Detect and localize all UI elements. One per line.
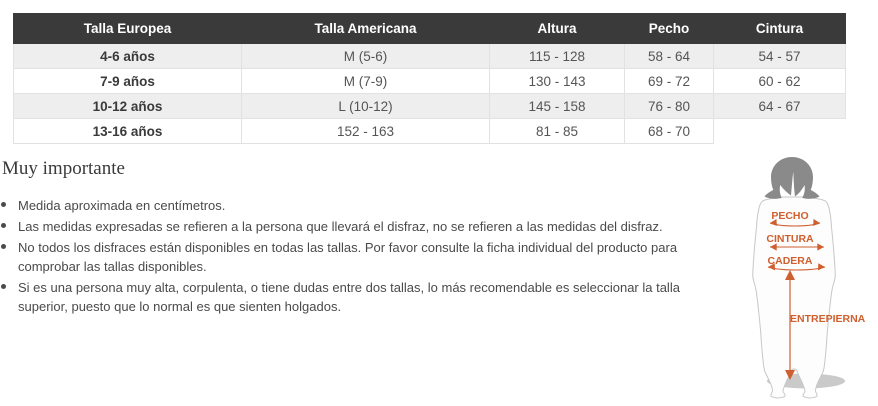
svg-text:CADERA: CADERA — [768, 255, 813, 267]
svg-text:CINTURA: CINTURA — [766, 233, 814, 245]
svg-text:PECHO: PECHO — [771, 210, 808, 222]
svg-text:ENTREPIERNA: ENTREPIERNA — [790, 313, 865, 325]
